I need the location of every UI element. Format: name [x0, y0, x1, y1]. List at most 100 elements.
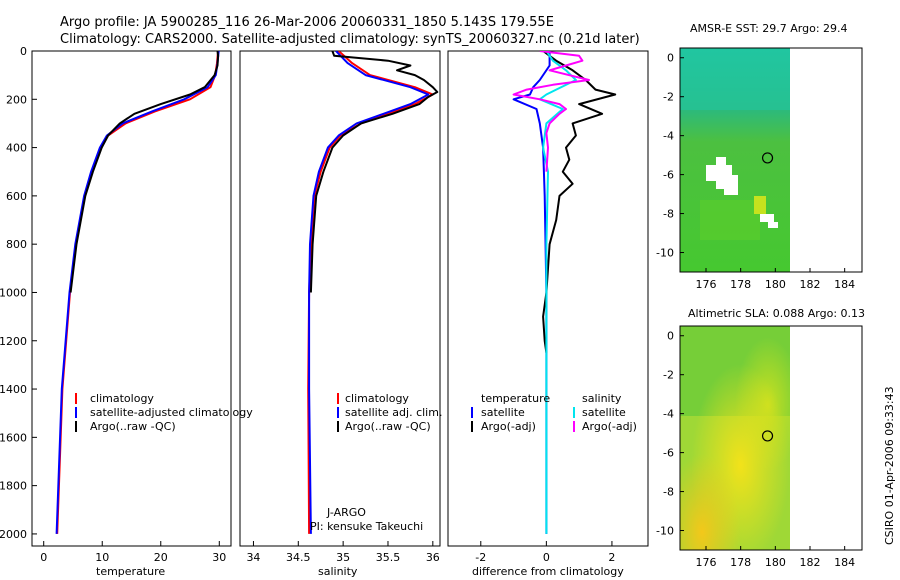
legend-label-diff-temp-sat: satellite — [481, 406, 525, 419]
map-y-tick-label: -10 — [656, 247, 674, 260]
temperature-legend: climatology satellite-adjusted climatolo… — [75, 392, 253, 433]
legend-header-temperature: temperature — [481, 392, 550, 405]
salinity-x-axis: 34 34.5 35 35.5 36 — [246, 541, 440, 564]
credit-text: CSIRO 01-Apr-2006 09:33:43 — [883, 386, 896, 545]
annotation-pi: PI: kensuke Takeuchi — [310, 520, 423, 533]
x-tick-label: 34.5 — [286, 551, 311, 564]
sst-map-axes: 176 178 180 182 184 0 -2 -4 -6 -8 -10 — [656, 52, 855, 291]
x-tick-label: 0 — [543, 551, 550, 564]
legend-label-argo: Argo(..raw -QC) — [90, 420, 176, 433]
map-y-tick-label: 0 — [667, 52, 674, 65]
map-y-tick-label: -10 — [656, 525, 674, 538]
series-line-satellite-adjusted-climatology — [55, 51, 220, 534]
map-x-tick-label: 176 — [696, 278, 717, 291]
depth-tick-label: 2000 — [0, 528, 27, 541]
map-x-tick-label: 180 — [765, 556, 786, 569]
legend-label-diff-sal-sat: satellite — [582, 406, 626, 419]
legend-label-satellite: satellite-adjusted climatology — [90, 406, 253, 419]
depth-tick-label: 600 — [6, 190, 27, 203]
temperature-xlabel: temperature — [96, 565, 165, 578]
sst-map-title: AMSR-E SST: 29.7 Argo: 29.4 — [690, 22, 848, 35]
legend-label-climatology: climatology — [90, 392, 154, 405]
temperature-x-axis: 0 10 20 30 — [40, 541, 226, 564]
sla-map-frame — [679, 325, 863, 551]
legend-label-sal-satellite: satellite adj. clim. — [345, 406, 442, 419]
depth-axis: 0 200 400 600 800 1000 1200 1400 1600 1800 2000 — [0, 45, 37, 541]
legend-label-sal-climatology: climatology — [345, 392, 409, 405]
x-tick-label: 2 — [608, 551, 615, 564]
map-x-tick-label: 180 — [765, 278, 786, 291]
legend-header-salinity: salinity — [582, 392, 622, 405]
series-line-climatology — [307, 51, 434, 534]
map-y-tick-label: -4 — [663, 130, 674, 143]
depth-tick-label: 200 — [6, 93, 27, 106]
x-tick-label: 34 — [246, 551, 260, 564]
difference-legend: temperature satellite Argo(-adj) salinit… — [471, 392, 637, 433]
sst-green-patch — [700, 200, 760, 240]
map-x-tick-label: 178 — [730, 278, 751, 291]
legend-label-diff-sal-argo: Argo(-adj) — [582, 420, 637, 433]
map-y-tick-label: -8 — [663, 486, 674, 499]
series-line-satellite-adj-clim- — [308, 51, 430, 534]
map-y-tick-label: -6 — [663, 169, 674, 182]
difference-panel: -2 0 2 difference from climatology tempera… — [447, 50, 649, 578]
x-tick-label: 30 — [212, 551, 226, 564]
depth-tick-label: 1000 — [0, 286, 27, 299]
legend-label-diff-temp-argo: Argo(-adj) — [481, 420, 536, 433]
temperature-axes-frame — [31, 50, 232, 547]
map-y-tick-label: -4 — [663, 408, 674, 421]
map-x-tick-label: 184 — [834, 556, 855, 569]
depth-tick-label: 400 — [6, 142, 27, 155]
map-y-tick-label: -2 — [663, 369, 674, 382]
title-line-1: Argo profile: JA 5900285_116 26-Mar-2006… — [60, 15, 554, 30]
depth-tick-label: 0 — [20, 45, 27, 58]
x-tick-label: 35.5 — [376, 551, 401, 564]
x-tick-label: -2 — [475, 551, 486, 564]
x-tick-label: 10 — [95, 551, 109, 564]
map-y-tick-label: 0 — [667, 330, 674, 343]
difference-x-axis: -2 0 2 — [475, 541, 615, 564]
x-tick-label: 0 — [40, 551, 47, 564]
sst-map-frame — [679, 47, 863, 273]
salinity-legend: climatology satellite adj. clim. Argo(..… — [337, 392, 442, 433]
salinity-xlabel: salinity — [318, 565, 358, 578]
depth-tick-label: 1800 — [0, 480, 27, 493]
x-tick-label: 20 — [154, 551, 168, 564]
x-tick-label: 35 — [336, 551, 350, 564]
salinity-panel: 34 34.5 35 35.5 36 salinity climatology sate… — [239, 50, 442, 578]
x-tick-label: 36 — [426, 551, 440, 564]
series-line-argo-raw-qc- — [309, 51, 439, 293]
sla-map-title: Altimetric SLA: 0.088 Argo: 0.13 — [688, 307, 865, 320]
map-y-tick-label: -6 — [663, 447, 674, 460]
legend-label-sal-argo: Argo(..raw -QC) — [345, 420, 431, 433]
sla-map-panel: Altimetric SLA: 0.088 Argo: 0.13 176 178 1… — [656, 307, 865, 569]
series-line-temperature-satellite — [512, 51, 551, 534]
map-x-tick-label: 176 — [696, 556, 717, 569]
difference-xlabel: difference from climatology — [472, 565, 624, 578]
salinity-axes-frame — [239, 50, 441, 547]
depth-tick-label: 1600 — [0, 431, 27, 444]
map-x-tick-label: 184 — [834, 278, 855, 291]
title-line-2: Climatology: CARS2000. Satellite-adjuste… — [60, 32, 640, 47]
depth-tick-label: 800 — [6, 238, 27, 251]
series-line-salinity-satellite — [538, 51, 577, 534]
depth-tick-label: 1400 — [0, 383, 27, 396]
sla-high-region-2 — [680, 326, 790, 550]
map-y-tick-label: -2 — [663, 91, 674, 104]
series-line-climatology — [56, 51, 220, 534]
difference-lines — [512, 51, 617, 534]
map-x-tick-label: 182 — [800, 556, 821, 569]
argo-float-marker-sst — [761, 152, 774, 164]
sla-map-axes: 176 178 180 182 184 0 -2 -4 -6 -8 -10 — [656, 330, 855, 569]
temperature-panel: 0 200 400 600 800 1000 1200 1400 1600 1800 2000 0 1… — [0, 45, 253, 578]
map-x-tick-label: 178 — [730, 556, 751, 569]
sst-map-panel: AMSR-E SST: 29.7 Argo: 29.4 176 178 180 182… — [656, 22, 863, 291]
depth-tick-label: 1200 — [0, 335, 27, 348]
salinity-lines — [307, 51, 439, 534]
sst-yellow-patch — [754, 196, 766, 214]
series-line-salinity-argo-adj- — [512, 51, 590, 172]
sst-missing-data-patch-2 — [760, 214, 778, 228]
series-line-argo-raw-qc- — [69, 51, 220, 293]
map-y-tick-label: -8 — [663, 208, 674, 221]
argo-float-marker-sla — [761, 430, 774, 442]
